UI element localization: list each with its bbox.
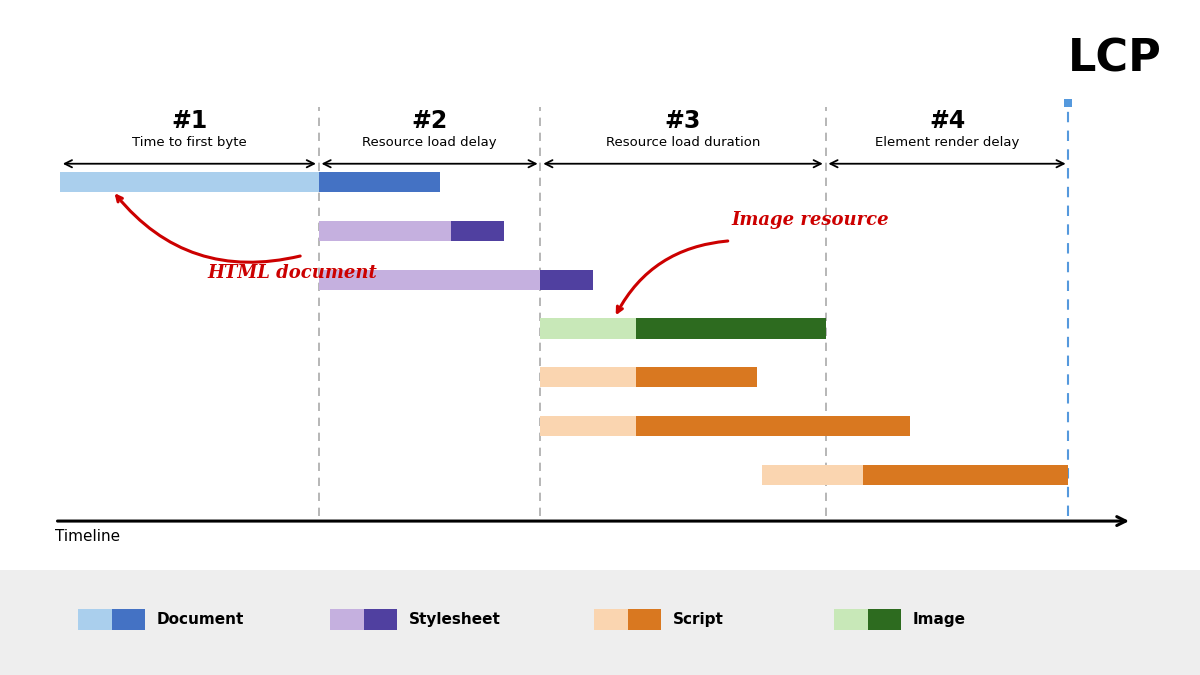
Bar <box>540 269 593 290</box>
Text: Time to first byte: Time to first byte <box>132 136 247 148</box>
Bar <box>451 221 504 241</box>
Bar <box>60 172 319 192</box>
Bar <box>364 609 397 630</box>
Bar <box>868 609 901 630</box>
Text: Timeline: Timeline <box>55 529 120 544</box>
Bar <box>319 172 440 192</box>
Text: HTML document: HTML document <box>208 264 377 282</box>
Bar <box>762 464 863 485</box>
Text: Document: Document <box>157 612 245 627</box>
Bar <box>636 319 826 339</box>
Bar <box>330 609 364 630</box>
Bar <box>319 221 451 241</box>
Bar <box>112 609 145 630</box>
Text: Script: Script <box>673 612 724 627</box>
Bar <box>636 416 910 436</box>
Bar <box>0 570 1200 675</box>
Text: #2: #2 <box>412 109 448 134</box>
Bar <box>540 367 636 387</box>
Text: Resource load delay: Resource load delay <box>362 136 497 148</box>
Bar <box>540 416 636 436</box>
Text: Stylesheet: Stylesheet <box>409 612 500 627</box>
Bar <box>319 269 540 290</box>
Text: Image resource: Image resource <box>731 211 888 229</box>
Bar <box>594 609 628 630</box>
Bar <box>834 609 868 630</box>
Bar <box>628 609 661 630</box>
Bar <box>863 464 1068 485</box>
Text: Resource load duration: Resource load duration <box>606 136 761 148</box>
Bar <box>540 319 636 339</box>
Text: Element render delay: Element render delay <box>875 136 1019 148</box>
Bar <box>78 609 112 630</box>
Text: Image: Image <box>913 612 966 627</box>
Bar <box>636 367 757 387</box>
Text: #3: #3 <box>665 109 701 134</box>
Text: #4: #4 <box>929 109 965 134</box>
Text: #1: #1 <box>172 109 208 134</box>
Bar <box>0 0 1200 570</box>
Text: LCP: LCP <box>1068 37 1162 80</box>
